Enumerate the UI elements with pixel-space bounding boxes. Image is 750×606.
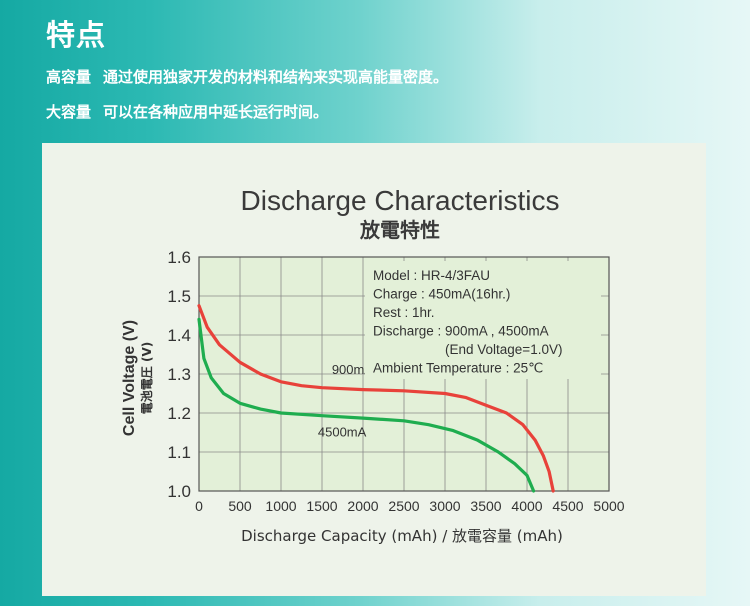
y-tick-label: 1.6 (167, 248, 191, 267)
y-tick-label: 1.3 (167, 365, 191, 384)
feature-line-2: 大容量 可以在各种应用中延长运行时间。 (46, 101, 328, 122)
feature-label-1: 高容量 (46, 68, 92, 86)
chart-subtitle: 放電特性 (359, 218, 440, 242)
x-tick-label: 1500 (306, 498, 337, 514)
y-tick-label: 1.5 (167, 287, 191, 306)
series-line-900ma (197, 304, 555, 493)
legend-line: Discharge : 900mA , 4500mA (373, 324, 549, 339)
y-tick-label: 1.4 (167, 326, 191, 345)
y-axis-label-cn: 電池電圧 (V) (139, 342, 154, 414)
feature-text-2: 可以在各种应用中延长运行时间。 (103, 103, 329, 121)
x-tick-label: 3500 (470, 498, 501, 514)
legend-line: Ambient Temperature : 25℃ (373, 361, 543, 376)
y-axis-label: Cell Voltage (V) (121, 320, 138, 436)
legend-line: (End Voltage=1.0V) (445, 342, 562, 357)
x-tick-label: 2500 (388, 498, 419, 514)
feature-text-1: 通过使用独家开发的材料和结构来实现高能量密度。 (103, 68, 449, 86)
feature-line-1: 高容量 通过使用独家开发的材料和结构来实现高能量密度。 (46, 66, 448, 87)
series-annotation: 900mA (332, 362, 374, 377)
x-axis-label: Discharge Capacity (mAh) / 放電容量 (mAh) (241, 527, 563, 545)
chart-title: Discharge Characteristics (241, 185, 560, 216)
legend-line: Model : HR-4/3FAU (373, 268, 490, 283)
x-tick-label: 2000 (347, 498, 378, 514)
series-line-4500ma (197, 317, 536, 493)
legend-box (365, 261, 601, 379)
x-tick-label: 0 (195, 498, 203, 514)
discharge-chart: Discharge Characteristics 放電特性 0 500 1000 1… (121, 185, 625, 545)
plot-frame (198, 256, 610, 492)
page-title: 特点 (46, 18, 107, 52)
x-tick-label: 500 (228, 498, 252, 514)
plot-group: 0 500 1000 1500 2000 2500 3000 3500 4000 4500 5000… (167, 248, 624, 514)
feature-label-2: 大容量 (46, 103, 92, 121)
series-annotation: 4500mA (318, 424, 367, 439)
chart-panel: Discharge Characteristics 放電特性 0 500 1000 1… (42, 143, 706, 596)
x-tick-label: 1000 (265, 498, 296, 514)
y-tick-label: 1.2 (167, 404, 191, 423)
y-tick-label: 1.0 (167, 482, 191, 501)
legend-line: Rest : 1hr. (373, 305, 435, 320)
x-tick-label: 3000 (429, 498, 460, 514)
legend-line: Charge : 450mA(16hr.) (373, 287, 510, 302)
x-tick-label: 5000 (593, 498, 624, 514)
x-tick-label: 4000 (511, 498, 542, 514)
x-tick-label: 4500 (552, 498, 583, 514)
y-tick-label: 1.1 (167, 443, 191, 462)
